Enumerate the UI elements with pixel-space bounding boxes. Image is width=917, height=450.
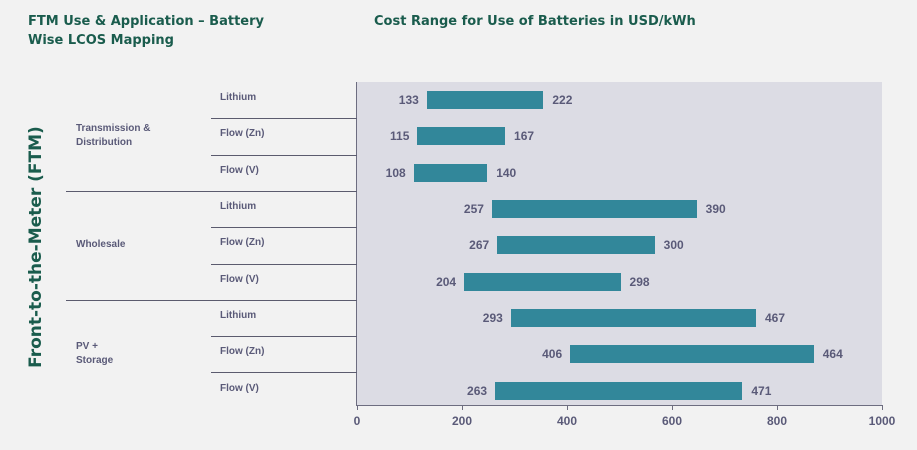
x-tick	[356, 405, 358, 410]
x-tick	[671, 405, 673, 410]
x-tick-label: 600	[661, 414, 683, 428]
range-bar	[491, 200, 697, 219]
chart-title: Cost Range for Use of Batteries in USD/k…	[374, 14, 696, 29]
x-tick-label: 200	[451, 414, 473, 428]
group-divider	[66, 300, 357, 301]
battery-label: Lithium	[220, 309, 257, 321]
range-bar	[426, 91, 544, 110]
range-bar	[570, 345, 814, 364]
y-axis-label: Front-to-the-Meter (FTM)	[26, 126, 46, 368]
x-tick-label: 1000	[868, 414, 896, 428]
range-bar	[497, 236, 655, 255]
high-value-label: 167	[514, 129, 535, 144]
low-value-label: 406	[542, 347, 563, 362]
high-value-label: 471	[751, 383, 772, 398]
left-title: FTM Use & Application – Battery Wise LCO…	[28, 14, 264, 48]
row-divider	[211, 118, 357, 119]
range-bar	[464, 272, 621, 291]
x-tick	[776, 405, 778, 410]
x-tick-label: 800	[766, 414, 788, 428]
row-divider	[211, 264, 357, 265]
range-bar	[417, 127, 506, 146]
battery-label: Lithium	[220, 201, 257, 213]
high-value-label: 140	[496, 165, 517, 180]
row-divider	[211, 155, 357, 156]
battery-label: Flow (V)	[220, 382, 259, 394]
low-value-label: 267	[469, 238, 490, 253]
battery-label: Flow (Zn)	[220, 346, 265, 358]
low-value-label: 293	[482, 310, 503, 325]
battery-label: Flow (V)	[220, 164, 259, 176]
x-tick-label: 0	[353, 414, 361, 428]
low-value-label: 263	[467, 383, 488, 398]
high-value-label: 300	[663, 238, 684, 253]
application-label: PV + Storage	[76, 340, 113, 368]
low-value-label: 257	[463, 202, 484, 217]
high-value-label: 390	[705, 202, 726, 217]
x-tick	[566, 405, 568, 410]
battery-label: Lithium	[220, 92, 257, 104]
group-divider	[66, 191, 357, 192]
range-bar	[495, 381, 743, 400]
range-bar	[510, 308, 756, 327]
application-label: Transmission & Distribution	[76, 122, 150, 150]
application-label-line: Storage	[76, 355, 114, 367]
battery-label: Flow (Zn)	[220, 237, 265, 249]
low-value-label: 115	[390, 129, 410, 144]
application-label-line: PV +	[76, 341, 98, 353]
row-divider	[211, 227, 357, 228]
high-value-label: 222	[552, 93, 573, 108]
x-axis-line	[356, 405, 883, 406]
application-label-line: Distribution	[76, 137, 133, 149]
application-label-line: Wholesale	[76, 239, 126, 251]
high-value-label: 298	[629, 274, 650, 289]
high-value-label: 464	[822, 347, 843, 362]
y-axis-line	[356, 82, 357, 406]
application-label-line: Transmission &	[76, 123, 151, 135]
battery-label: Flow (Zn)	[220, 128, 265, 140]
application-label: Wholesale	[76, 238, 125, 252]
low-value-label: 204	[436, 274, 457, 289]
range-bar	[413, 163, 488, 182]
x-tick	[881, 405, 883, 410]
row-divider	[211, 372, 357, 373]
row-divider	[211, 336, 357, 337]
low-value-label: 108	[385, 165, 406, 180]
high-value-label: 467	[765, 310, 786, 325]
battery-label: Flow (V)	[220, 273, 259, 285]
low-value-label: 133	[398, 93, 419, 108]
x-tick	[461, 405, 463, 410]
x-tick-label: 400	[556, 414, 578, 428]
